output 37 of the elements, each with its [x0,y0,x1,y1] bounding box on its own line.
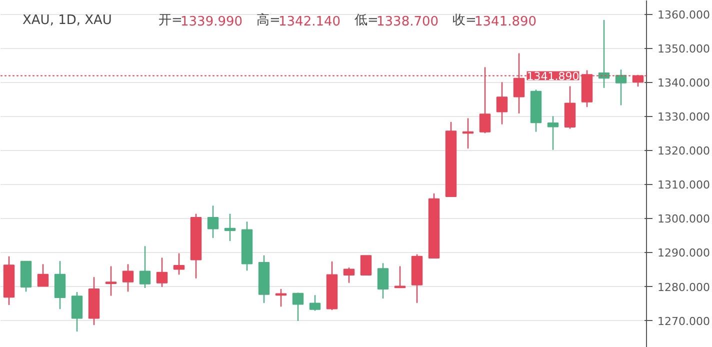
candlestick [309,294,321,312]
y-tick-label: 1340.000 [658,76,710,90]
candlestick [598,19,610,89]
text: XAU, 1D, XAU [22,13,112,28]
candlestick [37,264,49,287]
annotation: 低=1338.700 [354,13,439,30]
candlestick [547,116,559,150]
annotation: 高=1342.140 [256,12,341,30]
candlestick [360,255,372,276]
candlestick [224,213,236,242]
candlestick [156,257,168,288]
y-tick-label: 1300.000 [658,212,710,226]
y-tick-label: 1350.000 [658,42,710,56]
ref-line-label: 1341.890 [526,70,580,84]
candlestick [71,291,83,332]
candlestick [139,246,151,289]
annotation: 开=1339.990 [158,13,243,30]
candlestick [292,292,304,322]
annotation: 收=1341.890 [452,13,537,30]
candlestick [343,266,355,284]
y-tick-label: 1360.000 [658,8,710,22]
y-tick-label: 1310.000 [658,178,710,192]
candlestick [377,262,389,300]
candlestick [275,288,287,308]
y-tick-label: 1280.000 [658,280,710,294]
candlestick [54,260,66,310]
candlestick [173,252,185,276]
y-tick-label: 1290.000 [658,246,710,260]
y-tick-label: 1270.000 [658,314,710,328]
candlestick [496,82,508,125]
candlestick [615,68,627,106]
y-tick-label: 1320.000 [658,144,710,158]
y-tick-label: 1330.000 [658,110,710,124]
candlestick [564,86,576,130]
candlestick [207,205,219,239]
candlestick [105,266,117,296]
candlestick [122,264,134,292]
